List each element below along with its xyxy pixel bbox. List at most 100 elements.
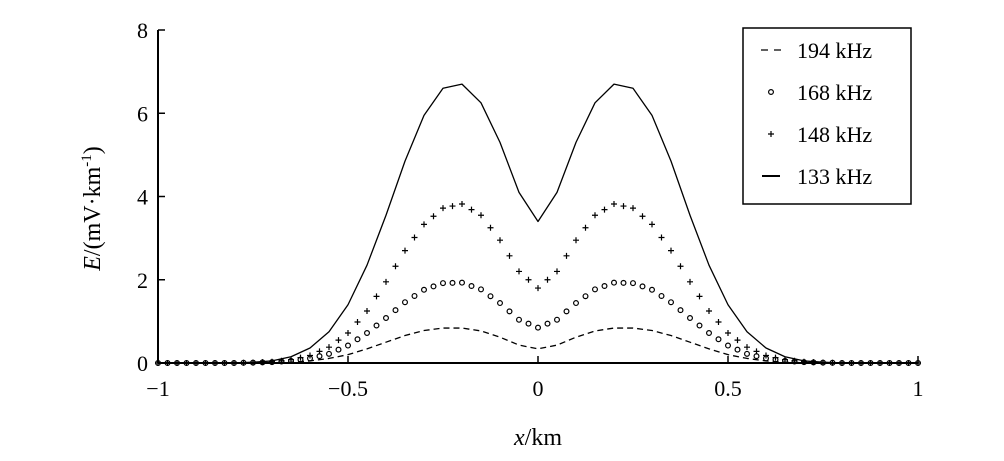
data-point: [715, 318, 722, 325]
data-point: [582, 293, 589, 300]
data-point: [402, 299, 409, 306]
data-point: [696, 322, 703, 329]
data-point: [554, 268, 560, 275]
data-point: [544, 276, 551, 283]
data-point: [430, 213, 437, 220]
data-point: [582, 224, 589, 231]
data-point: [639, 213, 646, 220]
data-point: [383, 315, 390, 322]
series-solid: [158, 83, 918, 364]
legend: 194 kHz 168 kHz 148 kHz 133 kHz: [742, 27, 912, 205]
legend-label: 194 kHz: [797, 38, 872, 63]
data-point: [573, 237, 579, 244]
data-point: [326, 350, 333, 357]
data-point: [630, 205, 636, 212]
legend-label: 133 kHz: [797, 164, 872, 189]
x-tick-label: −0.5: [328, 376, 368, 401]
data-point: [677, 307, 684, 314]
x-tick-label: 0: [533, 376, 544, 401]
data-point: [753, 348, 760, 355]
plot-area: [155, 83, 921, 367]
legend-marker-plus: [768, 131, 774, 137]
data-point: [392, 263, 399, 270]
data-point: [392, 307, 399, 314]
data-point: [563, 308, 570, 315]
data-point: [658, 234, 665, 241]
data-point: [411, 234, 418, 241]
data-point: [610, 279, 617, 286]
data-point: [297, 354, 304, 361]
data-point: [478, 286, 485, 293]
data-point: [535, 285, 541, 292]
data-point: [449, 279, 456, 286]
data-point: [677, 263, 684, 270]
data-point: [421, 221, 427, 228]
data-point: [725, 330, 731, 337]
x-tick-label: −1: [146, 376, 169, 401]
data-point: [364, 330, 371, 337]
data-point: [705, 330, 712, 337]
x-axis-label: x/km: [513, 425, 562, 451]
data-point: [345, 342, 352, 349]
y-axis-label-close: ): [80, 146, 106, 154]
y-tick-label: 2: [137, 268, 148, 293]
data-point: [506, 308, 513, 315]
y-axis-label-sup: -1: [79, 154, 95, 167]
data-point: [715, 336, 722, 343]
data-point: [516, 268, 522, 275]
data-point: [620, 203, 627, 210]
data-point: [326, 344, 332, 351]
series-line: [158, 83, 918, 364]
data-point: [592, 212, 598, 219]
data-point: [620, 279, 627, 286]
data-point: [335, 346, 342, 353]
data-point: [373, 322, 380, 329]
data-point: [658, 292, 665, 299]
data-point: [345, 330, 351, 337]
data-point: [611, 200, 617, 207]
data-point: [335, 337, 342, 344]
data-point: [402, 247, 408, 254]
y-tick-label: 0: [137, 351, 148, 376]
data-point: [354, 318, 361, 325]
data-point: [383, 278, 389, 285]
data-point: [782, 356, 788, 363]
data-point: [459, 200, 465, 207]
data-point: [411, 292, 418, 299]
y-axis-label-unit: /(mV·km: [80, 166, 106, 256]
data-point: [734, 337, 741, 344]
data-point: [515, 316, 522, 323]
data-point: [667, 299, 674, 306]
data-point: [373, 293, 380, 300]
data-point: [316, 353, 323, 360]
y-tick-label: 4: [137, 185, 148, 210]
data-point: [743, 350, 750, 357]
data-point: [525, 276, 532, 283]
data-point: [687, 278, 693, 285]
data-point: [316, 348, 323, 355]
data-point: [696, 293, 703, 300]
data-point: [572, 300, 579, 307]
data-point: [440, 280, 447, 287]
data-point: [763, 352, 769, 359]
data-point: [601, 206, 608, 213]
data-point: [553, 316, 560, 323]
data-point: [591, 286, 598, 293]
x-tick-label: 0.5: [714, 376, 742, 401]
x-axis-label-var: x: [513, 425, 525, 451]
y-tick-label: 8: [137, 18, 148, 43]
data-point: [724, 342, 731, 349]
data-point: [525, 320, 532, 327]
legend-label: 148 kHz: [797, 122, 872, 147]
data-point: [649, 221, 655, 228]
data-point: [534, 324, 541, 331]
series-plus: [155, 200, 921, 366]
data-point: [629, 280, 636, 287]
legend-label: 168 kHz: [797, 80, 872, 105]
data-point: [288, 356, 294, 363]
data-point: [468, 206, 475, 213]
y-axis-label-var: E: [80, 256, 106, 272]
y-tick-label: 6: [137, 101, 148, 126]
data-point: [497, 237, 503, 244]
